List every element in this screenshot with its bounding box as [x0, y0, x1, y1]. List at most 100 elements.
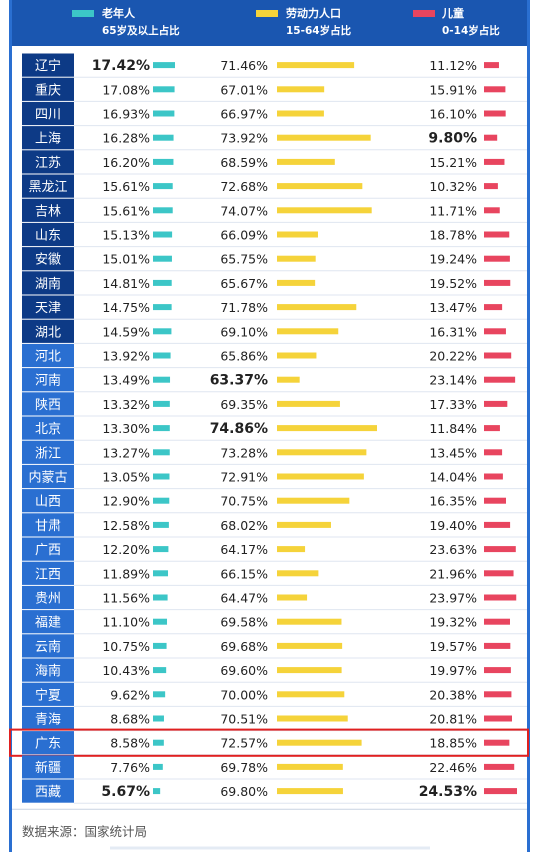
bar-children — [484, 642, 511, 649]
bar-children — [484, 691, 512, 698]
value-children: 19.32% — [429, 615, 477, 630]
province-cell — [22, 585, 74, 610]
province-cell — [22, 392, 74, 416]
value-labor: 65.67% — [220, 276, 268, 291]
bar-children — [484, 304, 503, 311]
province-label: 陕西 — [35, 398, 61, 413]
province-label: 江苏 — [35, 155, 61, 171]
bar-labor — [277, 304, 357, 311]
bar-children — [484, 400, 508, 407]
province-label: 福建 — [35, 616, 61, 631]
bar-labor — [277, 183, 363, 190]
bar-labor — [277, 763, 343, 770]
value-children: 14.04% — [429, 470, 477, 485]
value-elderly: 17.08% — [102, 82, 150, 97]
province-label: 河南 — [35, 373, 61, 389]
value-labor: 65.75% — [220, 252, 268, 267]
value-children: 20.38% — [429, 687, 477, 702]
province-label: 山东 — [35, 229, 61, 244]
province-cell — [22, 731, 74, 755]
province-label: 甘肃 — [35, 519, 61, 534]
province-label: 新疆 — [35, 760, 61, 776]
value-elderly: 9.62% — [110, 687, 150, 702]
row-grid — [74, 76, 527, 804]
bar-labor — [277, 570, 319, 577]
value-labor: 69.68% — [220, 639, 268, 654]
value-labor: 66.09% — [220, 228, 268, 243]
value-labor: 74.07% — [220, 203, 268, 218]
bar-elderly — [153, 546, 169, 553]
province-cell — [22, 416, 74, 440]
bar-labor — [277, 642, 343, 649]
province-label: 河北 — [35, 350, 61, 365]
province-cell — [22, 343, 74, 368]
bar-children — [484, 618, 510, 625]
bar-children — [484, 255, 510, 262]
province-label: 黑龙江 — [28, 180, 67, 195]
bar-elderly — [153, 376, 171, 383]
value-labor: 74.86% — [210, 421, 268, 437]
value-elderly: 11.89% — [102, 566, 150, 581]
bar-labor — [277, 86, 325, 93]
legend-swatch-elderly — [72, 10, 94, 17]
bar-labor — [277, 425, 377, 432]
bar-children — [484, 279, 511, 286]
bar-children — [484, 546, 516, 553]
value-children: 23.14% — [429, 373, 477, 388]
bar-elderly — [153, 570, 169, 577]
bar-labor — [277, 62, 355, 69]
province-label: 宁夏 — [35, 687, 61, 703]
legend-title-children: 儿童 — [441, 6, 464, 20]
value-labor: 63.37% — [210, 373, 268, 389]
province-cell — [22, 706, 74, 731]
legend-swatch-children — [413, 10, 435, 17]
bar-labor — [277, 134, 371, 141]
legend-swatch-labor — [256, 10, 278, 17]
bar-labor — [277, 691, 345, 698]
bar-labor — [277, 400, 340, 407]
bar-elderly — [153, 86, 175, 93]
province-label: 湖北 — [35, 325, 61, 340]
value-elderly: 15.61% — [102, 203, 150, 218]
province-label: 北京 — [35, 422, 61, 437]
province-label: 青海 — [35, 713, 61, 728]
value-labor: 70.75% — [220, 494, 268, 509]
value-elderly: 13.05% — [102, 470, 150, 485]
province-label: 广东 — [35, 737, 61, 752]
bar-children — [484, 183, 498, 190]
province-cell — [22, 174, 74, 198]
bar-elderly — [153, 400, 170, 407]
value-elderly: 11.10% — [102, 615, 150, 630]
value-children: 11.84% — [429, 421, 477, 436]
value-elderly: 14.75% — [102, 300, 150, 315]
bar-children — [484, 425, 500, 432]
bar-children — [484, 231, 510, 238]
value-children: 11.71% — [429, 203, 477, 218]
value-children: 17.33% — [429, 397, 477, 412]
bar-labor — [277, 667, 342, 674]
value-elderly: 13.30% — [102, 421, 150, 436]
value-children: 16.35% — [429, 494, 477, 509]
value-elderly: 13.92% — [102, 349, 150, 364]
province-label: 辽宁 — [35, 58, 61, 74]
value-children: 18.85% — [429, 736, 477, 751]
legend-sub-children: 0-14岁占比 — [442, 24, 500, 37]
value-elderly: 10.75% — [102, 639, 150, 654]
bar-labor — [277, 449, 367, 456]
bar-elderly — [153, 497, 170, 504]
bar-labor — [277, 110, 324, 117]
bar-children — [484, 497, 506, 504]
value-labor: 66.97% — [220, 107, 268, 122]
province-label: 天津 — [35, 301, 61, 316]
province-cell — [22, 513, 74, 537]
legend-title-elderly: 老年人 — [101, 6, 136, 20]
province-label: 湖南 — [35, 276, 61, 292]
bar-labor — [277, 255, 316, 262]
source-note: 数据来源：国家统计局 — [22, 824, 147, 839]
value-labor: 68.59% — [220, 155, 268, 170]
province-cell — [22, 53, 74, 77]
bar-labor — [277, 521, 331, 528]
highlight-box — [9, 728, 529, 757]
